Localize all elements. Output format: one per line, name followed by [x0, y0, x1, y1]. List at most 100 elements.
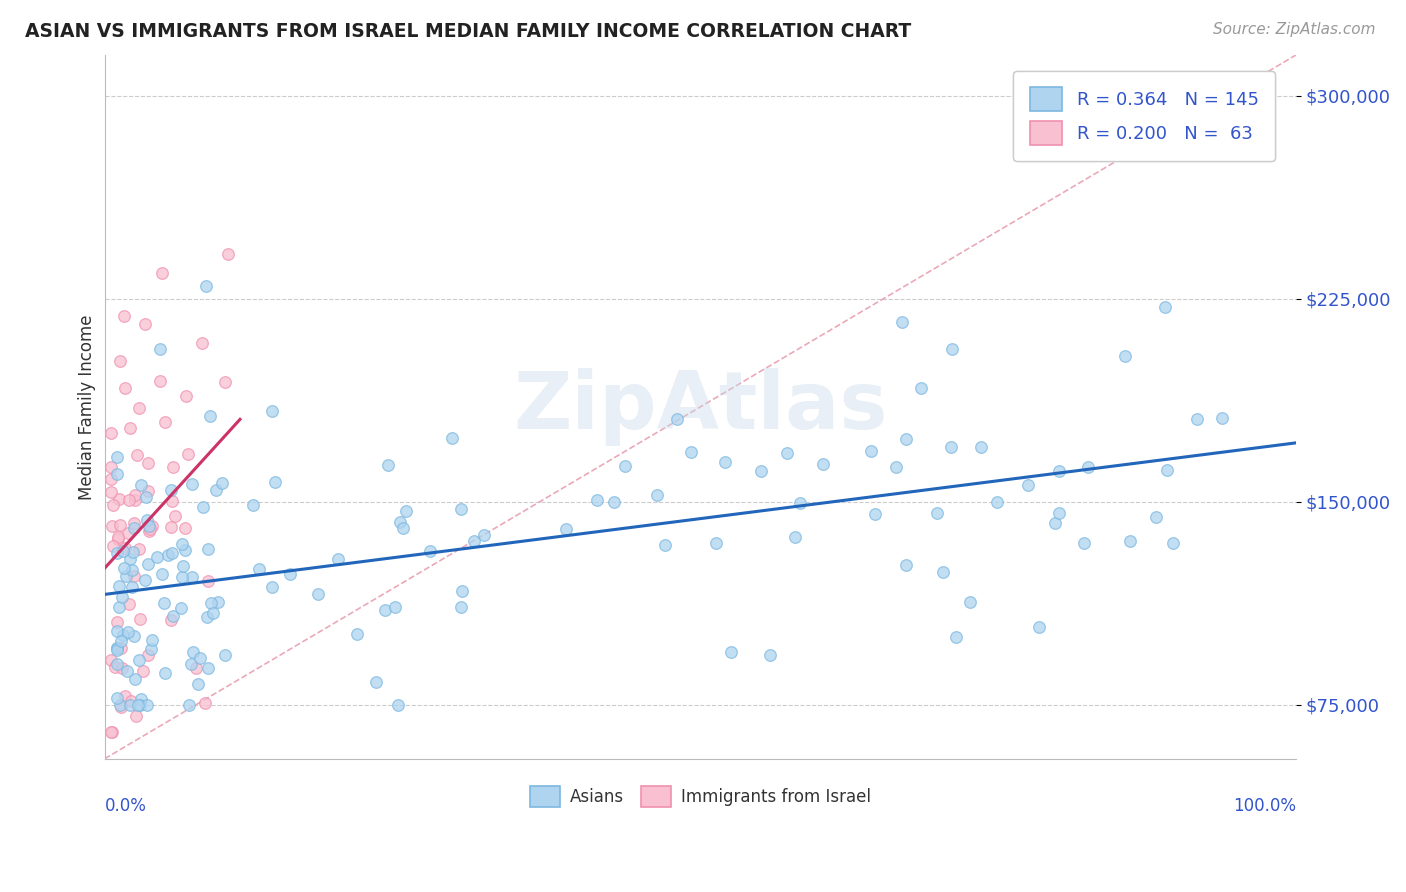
Point	[122, 521, 145, 535]
Point	[205, 483, 228, 497]
Point	[249, 562, 271, 576]
Point	[211, 475, 233, 490]
Point	[1211, 411, 1233, 425]
Point	[118, 597, 141, 611]
Point	[939, 441, 962, 455]
Point	[450, 599, 472, 614]
Point	[194, 696, 217, 710]
Point	[101, 539, 124, 553]
Point	[134, 573, 156, 587]
Point	[103, 498, 125, 512]
Point	[654, 538, 676, 552]
Legend: Asians, Immigrants from Israel: Asians, Immigrants from Israel	[523, 779, 877, 814]
Point	[160, 613, 183, 627]
Point	[1114, 349, 1136, 363]
Point	[100, 425, 122, 440]
Point	[124, 488, 146, 502]
Point	[1185, 411, 1208, 425]
Point	[713, 455, 735, 469]
Point	[679, 445, 702, 459]
Point	[124, 709, 146, 723]
Point	[450, 584, 472, 599]
Point	[135, 490, 157, 504]
Point	[894, 558, 917, 573]
Point	[614, 458, 637, 473]
Point	[170, 570, 193, 584]
Point	[129, 698, 152, 712]
Point	[111, 590, 134, 604]
Point	[377, 458, 399, 473]
Point	[118, 493, 141, 508]
Point	[789, 496, 811, 510]
Point	[217, 246, 239, 260]
Point	[162, 608, 184, 623]
Point	[139, 522, 162, 536]
Point	[104, 660, 127, 674]
Point	[105, 546, 128, 560]
Point	[100, 485, 122, 500]
Point	[181, 570, 204, 584]
Point	[751, 464, 773, 478]
Point	[136, 513, 159, 527]
Point	[346, 627, 368, 641]
Point	[160, 546, 183, 560]
Point	[141, 642, 163, 657]
Point	[136, 698, 159, 712]
Point	[124, 672, 146, 686]
Point	[114, 569, 136, 583]
Point	[100, 460, 122, 475]
Point	[118, 421, 141, 435]
Point	[138, 484, 160, 499]
Point	[195, 609, 218, 624]
Point	[418, 543, 440, 558]
Point	[193, 500, 215, 515]
Point	[138, 519, 160, 533]
Text: 0.0%: 0.0%	[104, 797, 146, 815]
Point	[149, 374, 172, 388]
Point	[1154, 300, 1177, 314]
Point	[207, 595, 229, 609]
Point	[884, 460, 907, 475]
Point	[704, 536, 727, 550]
Point	[159, 520, 181, 534]
Point	[472, 528, 495, 542]
Point	[141, 633, 163, 648]
Point	[891, 315, 914, 329]
Point	[129, 612, 152, 626]
Text: ASIAN VS IMMIGRANTS FROM ISRAEL MEDIAN FAMILY INCOME CORRELATION CHART: ASIAN VS IMMIGRANTS FROM ISRAEL MEDIAN F…	[25, 22, 911, 41]
Point	[127, 448, 149, 462]
Point	[112, 309, 135, 323]
Point	[586, 493, 609, 508]
Point	[105, 643, 128, 657]
Point	[811, 457, 834, 471]
Point	[101, 519, 124, 533]
Point	[118, 551, 141, 566]
Point	[1073, 536, 1095, 550]
Point	[384, 600, 406, 615]
Point	[307, 587, 329, 601]
Point	[214, 648, 236, 663]
Point	[108, 579, 131, 593]
Point	[603, 495, 626, 509]
Point	[170, 537, 193, 551]
Point	[186, 661, 208, 675]
Point	[121, 564, 143, 578]
Point	[160, 483, 183, 498]
Point	[194, 279, 217, 293]
Point	[242, 498, 264, 512]
Point	[105, 657, 128, 672]
Point	[176, 447, 198, 461]
Point	[156, 548, 179, 562]
Point	[108, 491, 131, 506]
Point	[1119, 534, 1142, 549]
Point	[865, 507, 887, 521]
Point	[366, 675, 388, 690]
Point	[111, 661, 134, 675]
Point	[117, 665, 139, 679]
Point	[910, 381, 932, 395]
Point	[925, 506, 948, 520]
Point	[117, 526, 139, 541]
Point	[122, 516, 145, 531]
Point	[197, 542, 219, 557]
Point	[120, 698, 142, 712]
